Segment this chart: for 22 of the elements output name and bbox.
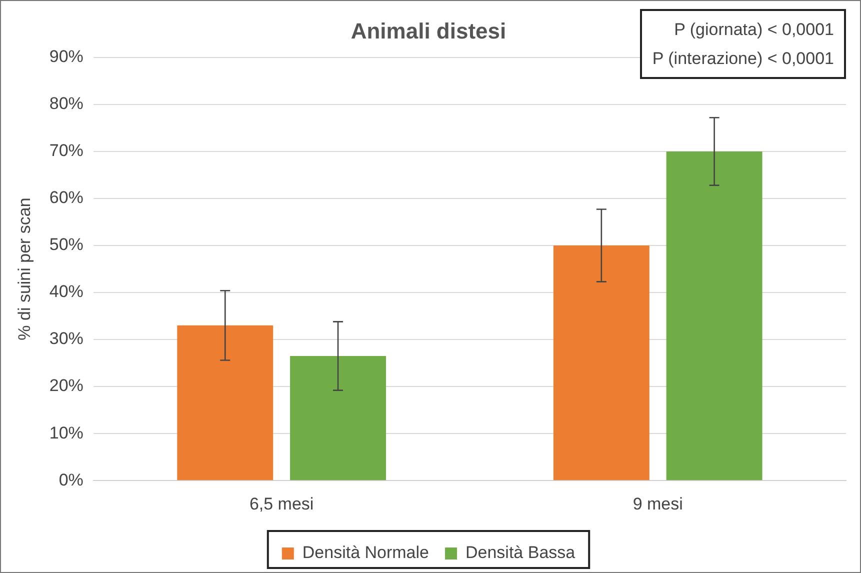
x-tick-label: 6,5 mesi [249,494,314,514]
chart-title: Animali distesi [350,18,506,44]
y-tick-label: 10% [49,423,84,442]
y-axis-title: % di suini per scan [14,198,34,340]
y-tick-label: 50% [49,235,84,254]
y-tick-label: 70% [49,141,84,160]
y-tick-label: 0% [58,470,84,490]
x-tick-label: 9 mesi [632,494,683,514]
legend-label: Densità Normale [302,543,429,562]
bar [177,325,274,480]
text: P (giornata) < 0,0001 [673,19,834,41]
y-tick-label: 20% [49,376,84,396]
y-tick-label: 90% [49,47,84,66]
annotation: P (interazione) < 0,0001 [652,48,834,70]
y-tick-label: 30% [49,329,84,348]
bar [553,245,650,480]
y-tick-label: 60% [49,188,84,208]
y-tick-label: 40% [49,282,84,302]
bar [290,356,386,480]
bar [666,151,762,480]
legend-label: Densità Bassa [465,543,576,562]
y-tick-label: 80% [49,94,84,114]
